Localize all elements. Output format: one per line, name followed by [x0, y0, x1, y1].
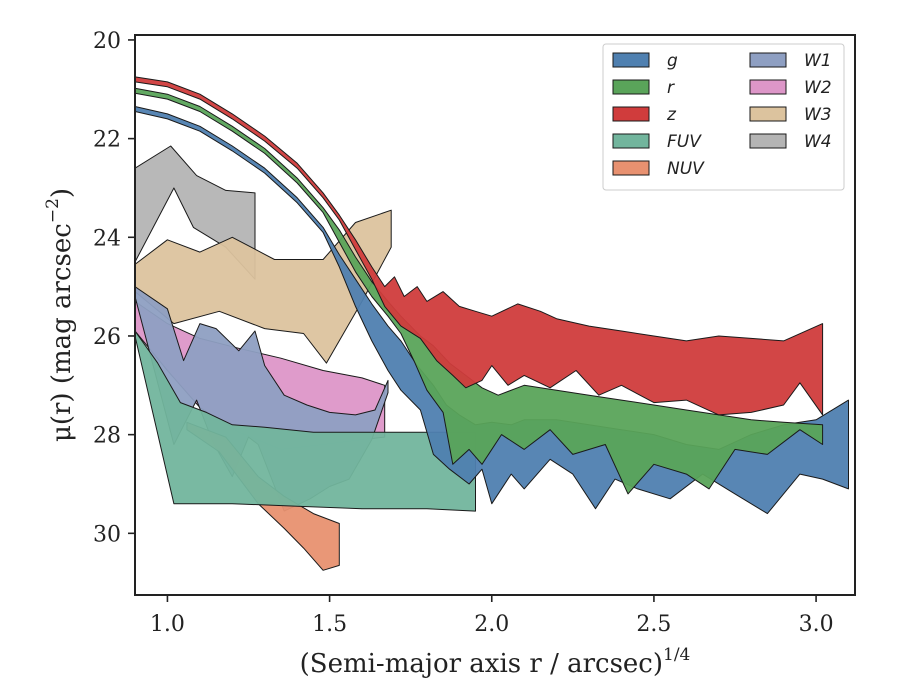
y-axis-label-text: μ(r) (mag arcsec [47, 223, 77, 442]
plot-frame [134, 34, 856, 596]
y-tick-label: 20 [93, 29, 121, 54]
legend-label-nuv: NUV [667, 159, 705, 179]
legend: grz FUV NUV W1 W2 W3 W4 [602, 43, 845, 191]
x-tick-label: 1.0 [150, 612, 185, 637]
legend-swatch-w3 [749, 106, 787, 122]
x-tick-label: 2.5 [636, 612, 671, 637]
y-axis: 20 22 24 26 28 30 [93, 29, 135, 547]
legend-swatch-z [612, 106, 650, 122]
x-tick-label: 2.0 [474, 612, 509, 637]
legend-swatch-w2 [749, 79, 787, 95]
y-axis-label-exponent: −2 [43, 198, 63, 223]
legend-swatch-r [612, 79, 650, 95]
legend-label-r: r [667, 78, 675, 98]
y-axis-label: μ(r) (mag arcsec−2) [43, 188, 77, 442]
y-tick-label: 30 [93, 522, 121, 547]
legend-swatch-g [612, 52, 650, 68]
legend-label-fuv: FUV [667, 132, 702, 152]
x-axis-label: (Semi-major axis r / arcsec)1/4 [300, 645, 691, 679]
x-axis-label-text: (Semi-major axis r / arcsec) [300, 649, 663, 679]
band-z [135, 76, 824, 416]
x-axis-label-exponent: 1/4 [663, 645, 690, 665]
legend-label-w4: W4 [804, 132, 832, 152]
band-w3 [135, 209, 392, 364]
x-tick-label: 3.0 [799, 612, 834, 637]
x-axis: 1.0 1.5 2.0 2.5 3.0 [150, 595, 834, 637]
y-axis-label-close: ) [47, 188, 77, 198]
x-tick-label: 1.5 [312, 612, 347, 637]
legend-label-g: g [667, 51, 678, 71]
y-tick-label: 26 [93, 325, 121, 350]
legend-label-w3: W3 [804, 105, 832, 125]
y-tick-label: 28 [93, 424, 121, 449]
legend-swatch-w4 [749, 133, 787, 149]
y-tick-label: 24 [93, 226, 121, 251]
legend-swatch-nuv [612, 160, 650, 176]
legend-swatch-w1 [749, 52, 787, 68]
legend-label-z: z [666, 105, 677, 125]
legend-label-w1: W1 [804, 51, 832, 71]
profile-bands [135, 76, 849, 571]
y-tick-label: 22 [93, 128, 121, 153]
legend-label-w2: W2 [804, 78, 832, 98]
legend-swatch-fuv [612, 133, 650, 149]
